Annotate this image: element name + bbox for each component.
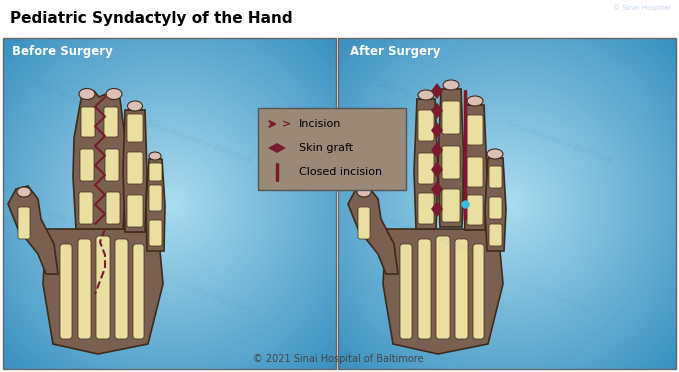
Text: Closed incision: Closed incision (299, 167, 382, 177)
FancyBboxPatch shape (489, 197, 502, 219)
Ellipse shape (149, 152, 161, 160)
FancyBboxPatch shape (467, 115, 483, 145)
FancyBboxPatch shape (80, 149, 94, 181)
Text: Sinai Hospital of Baltimore: Sinai Hospital of Baltimore (46, 209, 154, 255)
Text: Sinai Hospital of Baltimore: Sinai Hospital of Baltimore (506, 119, 614, 165)
FancyBboxPatch shape (467, 157, 483, 187)
Ellipse shape (487, 149, 503, 159)
FancyBboxPatch shape (418, 193, 434, 224)
Text: Sinai Hospital of Baltimore: Sinai Hospital of Baltimore (146, 269, 254, 315)
Ellipse shape (17, 187, 31, 197)
FancyBboxPatch shape (258, 108, 406, 190)
Text: Pediatric Syndactyly of the Hand: Pediatric Syndactyly of the Hand (10, 11, 293, 26)
FancyBboxPatch shape (436, 236, 450, 339)
FancyBboxPatch shape (400, 244, 412, 339)
Text: Sinai Hospital of Baltimore: Sinai Hospital of Baltimore (31, 79, 139, 125)
FancyBboxPatch shape (133, 244, 144, 339)
Text: Sinai Hospital of Baltimore: Sinai Hospital of Baltimore (366, 209, 474, 255)
FancyBboxPatch shape (467, 195, 483, 225)
FancyBboxPatch shape (106, 192, 120, 224)
FancyBboxPatch shape (489, 224, 502, 246)
Text: Before Surgery: Before Surgery (12, 45, 113, 58)
FancyBboxPatch shape (149, 163, 162, 181)
Ellipse shape (467, 96, 483, 106)
Polygon shape (268, 143, 277, 153)
Polygon shape (348, 186, 398, 274)
Polygon shape (277, 143, 286, 153)
FancyBboxPatch shape (96, 236, 110, 339)
Polygon shape (431, 103, 443, 119)
Text: Sinai Hospital of Baltimore: Sinai Hospital of Baltimore (376, 79, 484, 125)
Text: © 2021 Sinai Hospital of Baltimore: © 2021 Sinai Hospital of Baltimore (253, 354, 423, 364)
Polygon shape (485, 158, 506, 251)
Polygon shape (438, 89, 464, 227)
Ellipse shape (357, 187, 371, 197)
Text: © Sinai Hospital: © Sinai Hospital (612, 4, 670, 11)
FancyBboxPatch shape (127, 152, 143, 184)
Ellipse shape (418, 90, 434, 100)
Ellipse shape (443, 80, 459, 90)
FancyBboxPatch shape (442, 101, 460, 134)
FancyBboxPatch shape (473, 244, 484, 339)
Bar (0, 0, 679, 38)
FancyBboxPatch shape (79, 192, 93, 224)
Polygon shape (431, 142, 443, 158)
FancyBboxPatch shape (105, 149, 119, 181)
Text: Sinai Hospital of Baltimore: Sinai Hospital of Baltimore (146, 119, 254, 165)
Polygon shape (431, 162, 443, 178)
FancyBboxPatch shape (489, 166, 502, 188)
FancyBboxPatch shape (104, 107, 118, 137)
Ellipse shape (128, 101, 143, 111)
FancyBboxPatch shape (442, 189, 460, 222)
Polygon shape (431, 181, 443, 197)
Text: Sinai Hospital of Baltimore: Sinai Hospital of Baltimore (486, 269, 594, 315)
Text: After Surgery: After Surgery (350, 45, 441, 58)
FancyBboxPatch shape (149, 220, 162, 246)
Text: Skin graft: Skin graft (299, 143, 353, 153)
Polygon shape (383, 229, 503, 354)
Polygon shape (463, 105, 487, 230)
Bar (3, 38, 336, 369)
Polygon shape (8, 186, 58, 274)
Polygon shape (43, 229, 163, 354)
FancyBboxPatch shape (418, 239, 431, 339)
Polygon shape (431, 122, 443, 138)
Polygon shape (431, 201, 443, 217)
Polygon shape (414, 99, 438, 229)
Text: >: > (282, 119, 291, 129)
Polygon shape (73, 91, 126, 229)
Ellipse shape (79, 89, 95, 99)
FancyBboxPatch shape (78, 239, 91, 339)
FancyBboxPatch shape (81, 107, 95, 137)
FancyBboxPatch shape (418, 110, 434, 141)
Text: Incision: Incision (299, 119, 342, 129)
FancyBboxPatch shape (149, 185, 162, 211)
FancyBboxPatch shape (127, 195, 143, 227)
FancyBboxPatch shape (18, 207, 30, 239)
FancyBboxPatch shape (455, 239, 468, 339)
FancyBboxPatch shape (442, 146, 460, 179)
Bar (338, 38, 676, 369)
FancyBboxPatch shape (115, 239, 128, 339)
FancyBboxPatch shape (418, 153, 434, 184)
FancyBboxPatch shape (60, 244, 72, 339)
FancyBboxPatch shape (127, 114, 143, 142)
Ellipse shape (106, 89, 122, 99)
FancyBboxPatch shape (358, 207, 370, 239)
Polygon shape (146, 159, 165, 251)
Polygon shape (431, 83, 443, 99)
Polygon shape (123, 110, 147, 232)
